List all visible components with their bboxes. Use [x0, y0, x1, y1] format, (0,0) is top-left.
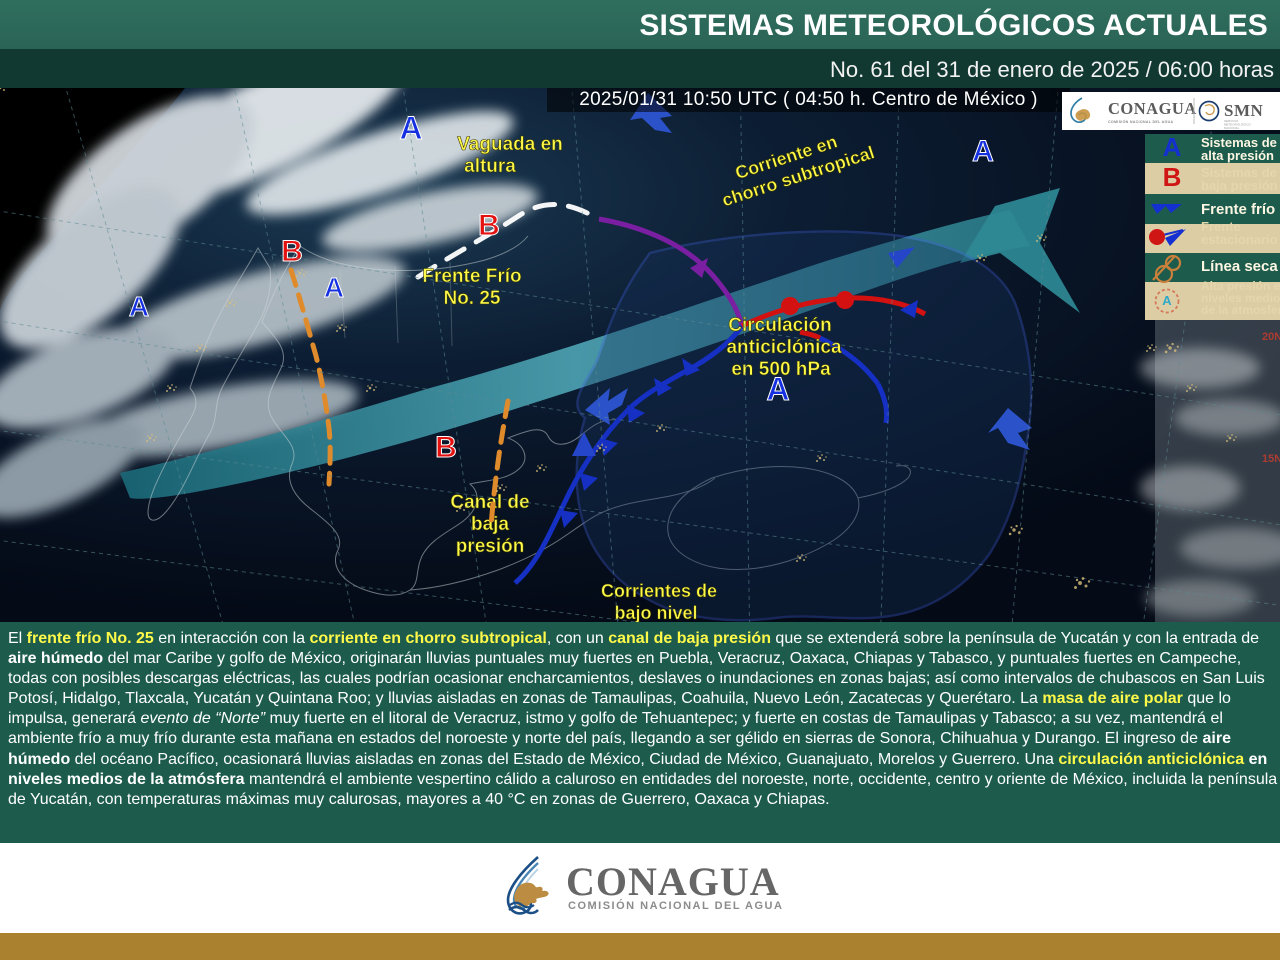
svg-text:Frente frío: Frente frío — [1201, 201, 1275, 218]
svg-text:NACIONAL: NACIONAL — [1224, 126, 1240, 130]
svg-text:baja presión: baja presión — [1201, 178, 1278, 193]
svg-text:presión: presión — [456, 536, 525, 557]
svg-text:en 500 hPa: en 500 hPa — [731, 359, 831, 380]
svg-text:A: A — [324, 272, 344, 303]
svg-text:B: B — [478, 209, 500, 242]
svg-text:COMISIÓN NACIONAL DEL AGUA: COMISIÓN NACIONAL DEL AGUA — [1108, 119, 1174, 124]
svg-text:estacionario: estacionario — [1201, 232, 1278, 247]
svg-text:CONAGUA: CONAGUA — [1108, 99, 1197, 118]
svg-text:B: B — [281, 235, 303, 268]
svg-text:A: A — [972, 135, 994, 168]
svg-text:20N: 20N — [1262, 331, 1280, 343]
svg-text:bajo nivel: bajo nivel — [614, 603, 697, 622]
svg-text:A: A — [1162, 293, 1172, 308]
svg-text:de la atmosfera: de la atmosfera — [1201, 303, 1280, 317]
svg-text:alta presión: alta presión — [1201, 148, 1274, 163]
svg-text:Circulación: Circulación — [728, 315, 831, 336]
svg-text:COMISIÓN NACIONAL DEL AGUA: COMISIÓN NACIONAL DEL AGUA — [568, 899, 783, 912]
svg-text:No. 25: No. 25 — [443, 288, 500, 309]
svg-text:altura: altura — [464, 156, 516, 177]
svg-text:Vaguada en: Vaguada en — [457, 134, 563, 155]
svg-text:Corrientes de: Corrientes de — [601, 581, 717, 601]
svg-text:B: B — [1163, 162, 1182, 192]
svg-text:A: A — [1163, 134, 1182, 162]
svg-text:Frente Frío: Frente Frío — [422, 266, 521, 287]
svg-text:SMN: SMN — [1224, 101, 1264, 120]
svg-text:Línea seca: Línea seca — [1201, 258, 1278, 275]
svg-text:CONAGUA: CONAGUA — [566, 859, 780, 904]
svg-text:B: B — [435, 431, 457, 464]
svg-text:A: A — [129, 291, 149, 322]
svg-text:anticiclónica: anticiclónica — [726, 337, 842, 358]
svg-text:15N: 15N — [1262, 453, 1280, 465]
